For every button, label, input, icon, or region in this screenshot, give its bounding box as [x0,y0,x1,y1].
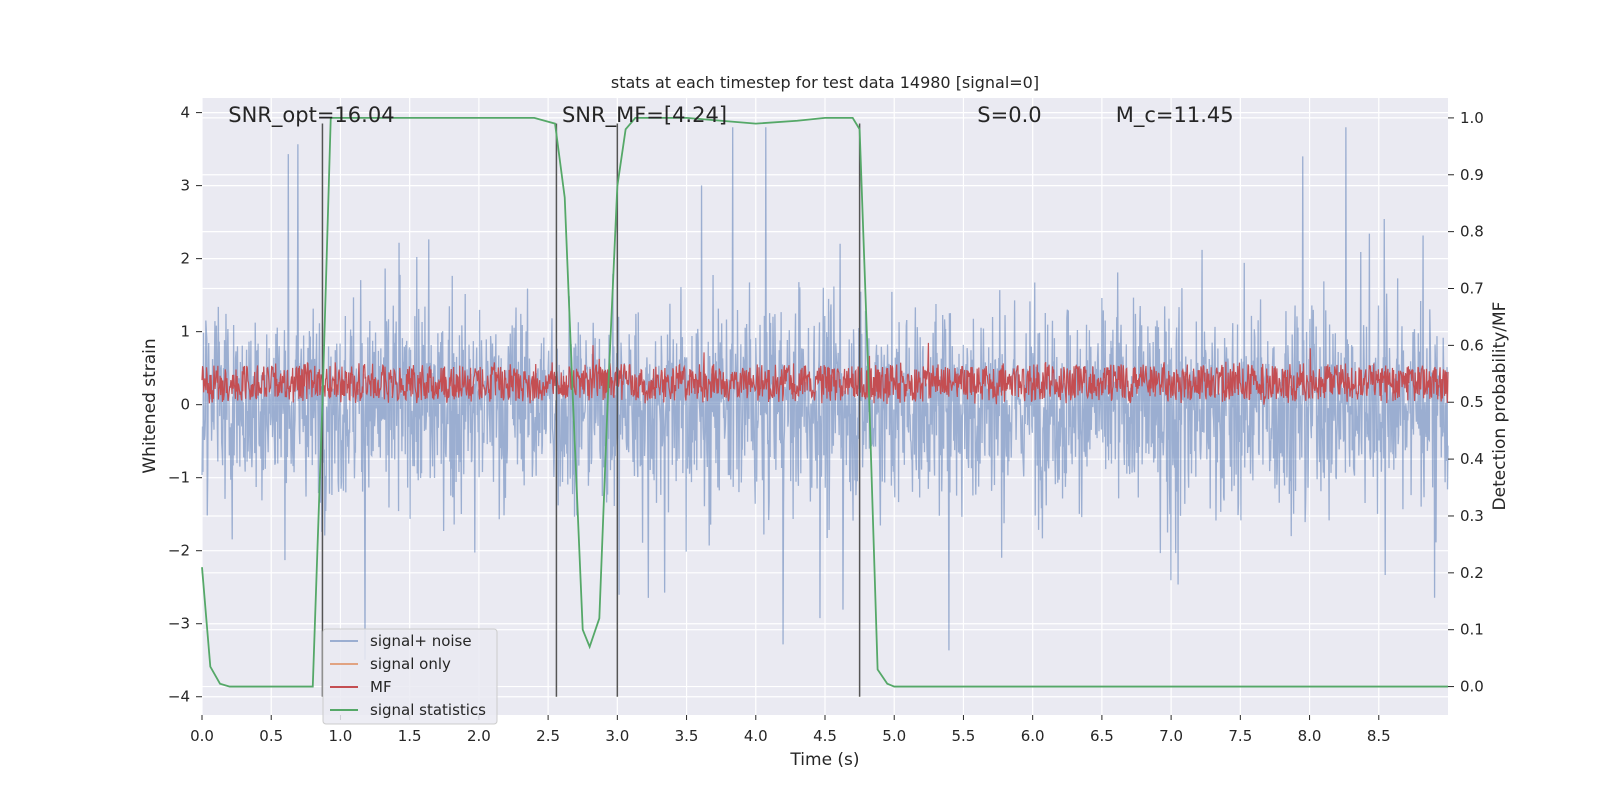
annotation-2: S=0.0 [977,103,1041,127]
x-axis-label: Time (s) [789,750,859,770]
x-tick-label: 3.0 [605,727,629,745]
y-tick-label-right: 0.6 [1460,336,1484,354]
y-tick-label-right: 1.0 [1460,109,1484,127]
y-tick-label-right: 0.0 [1460,678,1484,696]
x-tick-label: 0.0 [190,727,214,745]
x-tick-label: 0.5 [259,727,283,745]
annotation-0: SNR_opt=16.04 [228,103,394,128]
y-tick-label-right: 0.9 [1460,166,1484,184]
y-tick-label-left: 4 [180,104,190,122]
x-tick-label: 7.0 [1159,727,1183,745]
x-tick-label: 2.5 [536,727,560,745]
y-tick-label-left: −2 [168,542,190,560]
legend-label-signal-statistics: signal statistics [370,701,486,719]
x-tick-label: 8.0 [1298,727,1322,745]
x-tick-label: 2.0 [467,727,491,745]
series-mf [201,342,1449,405]
legend-label-signal-noise: signal+ noise [370,632,472,650]
y-tick-label-left: −1 [168,469,190,487]
x-tick-label: 5.5 [952,727,976,745]
legend-label-signal-only: signal only [370,655,451,673]
x-tick-label: 4.0 [744,727,768,745]
y-tick-label-right: 0.4 [1460,450,1484,468]
x-tick-label: 1.0 [329,727,353,745]
y-tick-label-right: 0.7 [1460,280,1484,298]
y-tick-label-left: 2 [180,250,190,268]
x-tick-label: 7.5 [1228,727,1252,745]
annotation-3: M_c=11.45 [1116,103,1234,128]
x-tick-label: 8.5 [1367,727,1391,745]
annotations: SNR_opt=16.04 SNR_MF=[4.24] S=0.0 M_c=11.45 [228,103,1233,128]
x-tick-label: 3.5 [675,727,699,745]
y-tick-label-right: 0.8 [1460,223,1484,241]
legend: signal+ noise signal only MF signal stat… [322,628,498,725]
y-tick-label-left: 3 [180,177,190,195]
y-tick-label-right: 0.1 [1460,621,1484,639]
y-axis-left-ticks: 4 3 2 1 0 −1 −2 −3 −4 [168,104,202,706]
series-signal-statistics [201,117,1448,688]
annotation-1: SNR_MF=[4.24] [562,103,727,128]
legend-box [322,628,498,725]
y-tick-label-left: 1 [180,323,190,341]
y-tick-label-left: −3 [168,615,190,633]
y-axis-right-label: Detection probability/MF [1490,302,1510,511]
x-tick-label: 6.0 [1021,727,1045,745]
signal-statistics-line [201,117,1448,688]
y-tick-label-right: 0.2 [1460,564,1484,582]
x-tick-label: 5.0 [882,727,906,745]
y-tick-label-left: 0 [180,396,190,414]
y-axis-left-label: Whitened strain [140,338,160,473]
y-axis-right-ticks: 1.0 0.9 0.8 0.7 0.6 0.5 0.4 0.3 0.2 0.1 0.0 [1448,109,1484,696]
x-tick-label: 6.5 [1090,727,1114,745]
y-tick-label-right: 0.5 [1460,393,1484,411]
mf-line [201,342,1449,405]
chart-title: stats at each timestep for test data 149… [611,73,1039,92]
x-tick-label: 1.5 [398,727,422,745]
y-tick-label-right: 0.3 [1460,507,1484,525]
y-tick-label-left: −4 [168,688,190,706]
x-tick-label: 4.5 [813,727,837,745]
legend-label-mf: MF [370,678,392,696]
x-axis-ticks: 0.0 0.5 1.0 1.5 2.0 2.5 3.0 3.5 4.0 4.5 5.0 5.5 6.0 6… [190,715,1391,745]
